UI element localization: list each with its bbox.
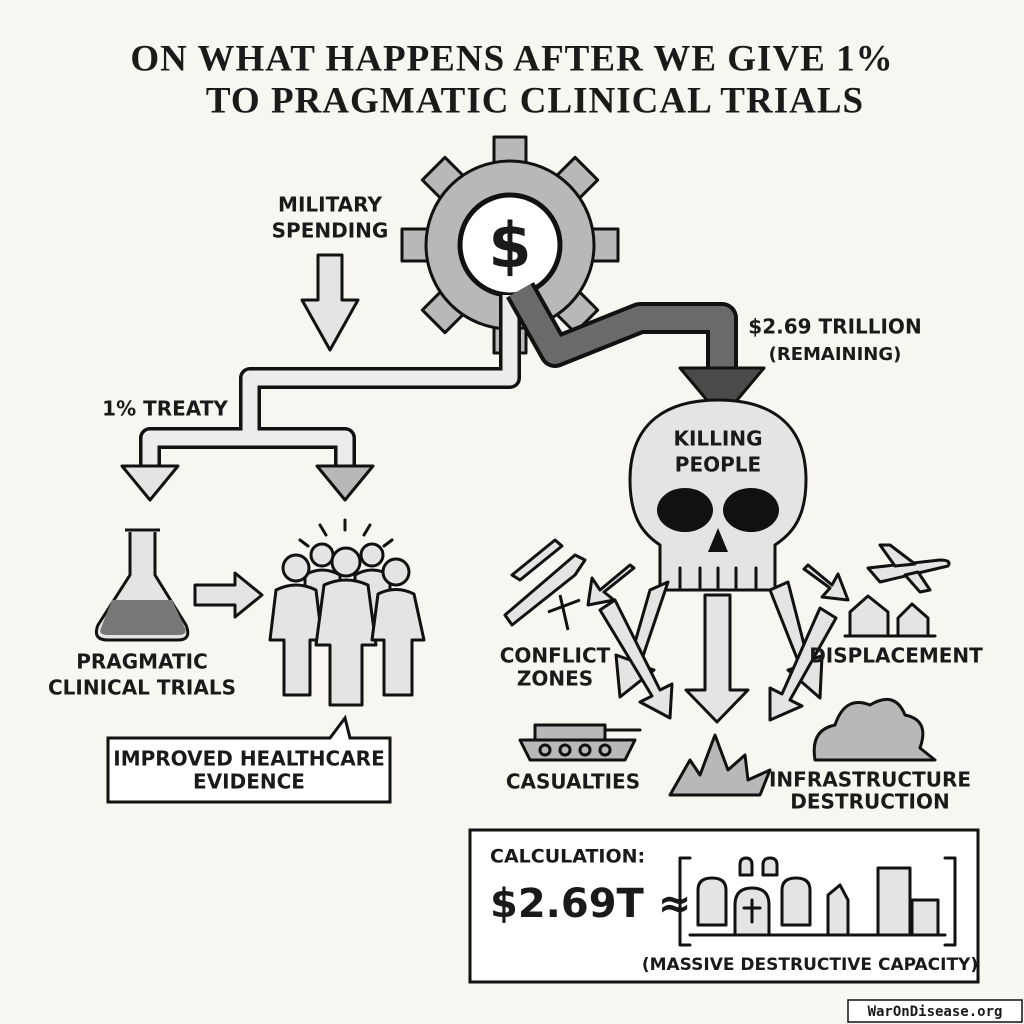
outcome-label: ZONES <box>517 667 593 691</box>
tank-icon-part <box>538 743 552 757</box>
source-label: SPENDING <box>272 219 389 243</box>
treaty-pipe-part <box>120 464 180 502</box>
remaining-pipe-part <box>678 366 766 420</box>
outcome-label: INFRASTRUCTURE <box>769 768 971 792</box>
watermark-box <box>847 999 1023 1023</box>
gear-symbol: $ <box>488 209 531 282</box>
flask-icon <box>94 528 190 642</box>
skull-part <box>678 566 758 592</box>
people-icon-part <box>359 542 385 568</box>
arrow <box>193 571 264 619</box>
missiles-icon <box>503 538 587 631</box>
evidence-label: EVIDENCE <box>193 770 305 794</box>
people-icon-part <box>298 518 394 548</box>
explosion-icon <box>668 697 937 797</box>
treaty-pipe <box>120 295 521 502</box>
outcome-label: CONFLICT <box>500 644 611 668</box>
calculation-label: CALCULATION: <box>490 846 645 868</box>
title-line: TO PRAGMATIC CLINICAL TRIALS <box>206 80 864 121</box>
outcome-arrows-part <box>802 563 850 602</box>
gear <box>400 135 620 355</box>
missiles-icon-part <box>503 553 587 627</box>
destruction-icons-part-part <box>696 876 728 927</box>
tank-icon <box>518 723 642 762</box>
trials-label: CLINICAL TRIALS <box>48 676 236 700</box>
plane-icon-part <box>866 558 951 584</box>
skull-label: PEOPLE <box>675 453 761 477</box>
calculation-formula: $2.69T ≈ <box>490 881 691 927</box>
destruction-icons-part-part <box>910 898 940 937</box>
plane-icon-part <box>878 543 917 568</box>
people-icon-part <box>268 583 324 697</box>
skull-part <box>657 488 713 532</box>
evidence-label: IMPROVED HEALTHCARE <box>113 747 384 771</box>
skull-part <box>723 488 779 532</box>
speech-box <box>106 714 392 804</box>
tank-icon-part <box>598 743 612 757</box>
people-icon-part <box>381 557 411 587</box>
people-icon-part <box>281 553 311 583</box>
destruction-icons-part <box>688 898 947 937</box>
tank-icon-part <box>578 743 592 757</box>
missiles-icon-part <box>510 538 564 582</box>
destruction-icons-part-part <box>761 856 779 877</box>
people-icon-part <box>309 542 335 568</box>
explosion-icon-part <box>668 733 772 797</box>
houses-icon <box>843 594 937 638</box>
skull-label: KILLING <box>673 427 762 451</box>
remaining-note: (REMAINING) <box>769 344 902 365</box>
people-icon-part <box>330 546 362 578</box>
destruction-icons-part-part <box>876 866 912 937</box>
missiles-icon-part <box>547 594 581 631</box>
people-icon-part <box>314 578 378 707</box>
treaty-pipe-part <box>142 295 518 468</box>
outcome-arrows-part <box>586 563 636 607</box>
tank-icon-part <box>518 738 637 762</box>
outcome-arrows-part <box>598 598 674 720</box>
plane-icon <box>866 543 951 594</box>
outcome-arrows-part <box>768 606 838 722</box>
outcome-label: DESTRUCTION <box>790 790 949 814</box>
tank-icon-part <box>558 743 572 757</box>
calculation-caption: (MASSIVE DESTRUCTIVE CAPACITY) <box>642 955 978 975</box>
remaining-pipe <box>506 282 766 420</box>
outcome-label: DISPLACEMENT <box>809 644 983 668</box>
destruction-icons-part <box>678 856 957 947</box>
outcome-arrows <box>586 563 850 724</box>
skull-part <box>708 528 728 552</box>
people-icon <box>268 518 426 707</box>
explosion-icon-part <box>812 697 937 762</box>
treaty-pipe-part <box>315 464 375 502</box>
arrow <box>300 253 360 352</box>
outcome-arrows-part <box>614 580 670 699</box>
destruction-icons-part-part <box>826 883 850 937</box>
tank-icon-part <box>533 723 607 742</box>
outcome-arrows-part <box>684 593 750 724</box>
watermark: WarOnDisease.org <box>868 1004 1003 1020</box>
remaining-pipe-part <box>509 284 734 372</box>
gear-part <box>400 135 620 355</box>
title-line: ON WHAT HAPPENS AFTER WE GIVE 1% <box>130 38 893 79</box>
destruction-icons-part-part <box>780 876 812 927</box>
skull-part <box>628 398 808 592</box>
plane-icon-part <box>903 570 932 594</box>
outcome-label: CASUALTIES <box>506 770 640 794</box>
flask-icon-part <box>100 600 186 635</box>
treaty-label: 1% TREATY <box>102 397 228 421</box>
destruction-icons-part-part <box>738 856 754 877</box>
trials-label: PRAGMATIC <box>76 650 208 674</box>
people-icon-part <box>370 588 426 697</box>
destruction-icons <box>678 856 957 947</box>
remaining-amount: $2.69 TRILLION <box>748 315 921 339</box>
source-label: MILITARY <box>278 193 382 217</box>
skull <box>628 398 808 592</box>
